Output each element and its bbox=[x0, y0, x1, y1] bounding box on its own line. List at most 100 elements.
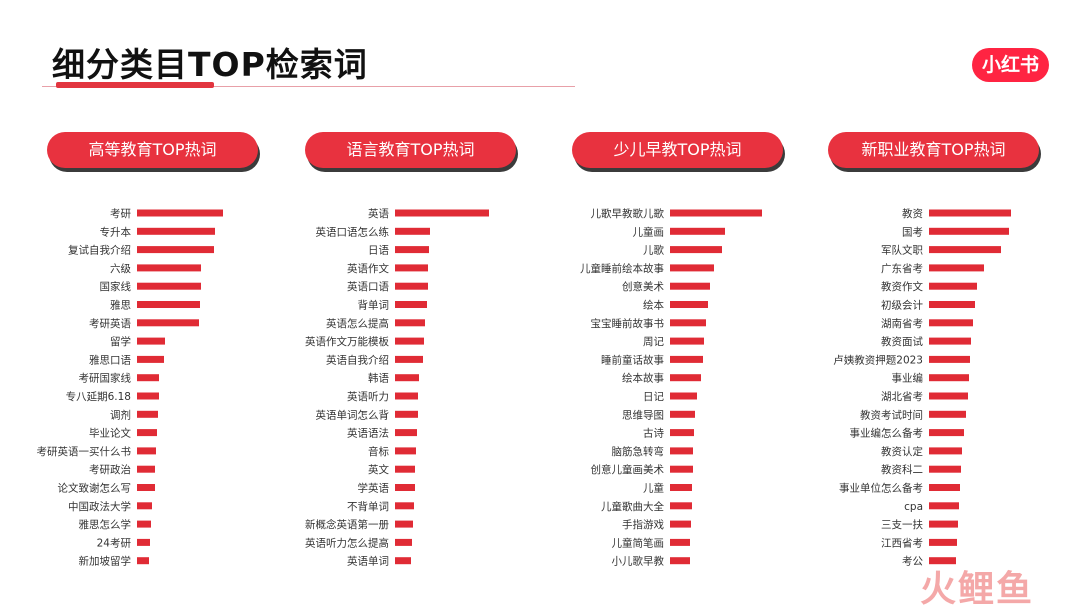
category-label: 创意美术 bbox=[622, 280, 664, 293]
category-label: 专八延期6.18 bbox=[66, 390, 131, 403]
category-label: 教资作文 bbox=[881, 280, 923, 293]
category-label: 儿童歌曲大全 bbox=[601, 500, 664, 513]
category-label: 考研政治 bbox=[89, 463, 131, 476]
category-label: 不背单词 bbox=[347, 500, 389, 513]
bar bbox=[395, 520, 413, 528]
bar bbox=[670, 282, 710, 290]
category-label: 六级 bbox=[110, 263, 131, 275]
category-label: 江西省考 bbox=[881, 536, 923, 549]
bar bbox=[670, 520, 691, 528]
category-label: 睡前童话故事 bbox=[601, 353, 664, 366]
bar bbox=[137, 410, 158, 418]
category-label: 中国政法大学 bbox=[68, 500, 131, 513]
category-label: 调剂 bbox=[110, 408, 131, 421]
bar bbox=[929, 410, 966, 418]
bar bbox=[395, 502, 414, 510]
category-label: 专升本 bbox=[100, 225, 132, 238]
bar bbox=[929, 392, 968, 400]
category-label: 儿歌早教歌儿歌 bbox=[591, 207, 665, 220]
category-label: 英语语法 bbox=[347, 427, 389, 440]
category-label: 考研英语一买什么书 bbox=[37, 445, 132, 458]
panel-title-early-education: 少儿早教TOP热词 bbox=[572, 132, 783, 168]
bar bbox=[929, 264, 984, 272]
category-label: 毕业论文 bbox=[89, 427, 131, 440]
category-label: 考研 bbox=[110, 208, 131, 220]
bar bbox=[395, 410, 418, 418]
category-label: 军队文职 bbox=[881, 244, 923, 257]
category-label: 儿歌 bbox=[643, 244, 664, 257]
category-label: 复试自我介绍 bbox=[68, 244, 131, 257]
category-label: 古诗 bbox=[643, 427, 664, 440]
bar bbox=[670, 447, 693, 455]
bar bbox=[395, 301, 427, 308]
chart-higher-education: 考研专升本复试自我介绍六级国家线雅思考研英语留学雅思口语考研国家线专八延期6.1… bbox=[37, 208, 223, 568]
bar bbox=[929, 557, 956, 565]
bar bbox=[670, 337, 704, 345]
category-label: 英文 bbox=[368, 463, 389, 476]
category-label: 新加坡留学 bbox=[79, 555, 132, 568]
panel-title-language-education: 语言教育TOP热词 bbox=[305, 132, 516, 168]
chart-early-education: 儿歌早教歌儿歌儿童画儿歌儿童睡前绘本故事创意美术绘本宝宝睡前故事书周记睡前童话故… bbox=[580, 207, 762, 568]
bar bbox=[137, 301, 200, 308]
bar bbox=[929, 227, 1009, 235]
panel-title-vocational-education: 新职业教育TOP热词 bbox=[828, 132, 1039, 168]
bar bbox=[395, 282, 428, 290]
bar bbox=[929, 246, 1001, 254]
category-label: 初级会计 bbox=[881, 299, 923, 312]
bar bbox=[929, 282, 977, 290]
bar bbox=[395, 355, 423, 363]
category-label: 事业单位怎么备考 bbox=[839, 482, 923, 495]
category-label: 教资 bbox=[902, 207, 923, 220]
bar bbox=[929, 429, 964, 437]
page-title: 细分类目TOP检索词 bbox=[52, 45, 368, 84]
category-label: 雅思口语 bbox=[89, 353, 131, 366]
category-label: 英语自我介绍 bbox=[326, 353, 389, 366]
bar bbox=[395, 538, 412, 546]
bar bbox=[137, 538, 150, 546]
category-label: 背单词 bbox=[358, 299, 390, 312]
chart-language-education: 英语英语口语怎么练日语英语作文英语口语背单词英语怎么提高英语作文万能模板英语自我… bbox=[305, 207, 489, 568]
bar bbox=[929, 337, 971, 345]
category-label: 24考研 bbox=[97, 537, 132, 549]
bar bbox=[137, 429, 157, 437]
bar bbox=[670, 410, 695, 418]
category-label: 思维导图 bbox=[622, 408, 664, 421]
bar bbox=[395, 429, 417, 437]
category-label: 英语口语 bbox=[347, 280, 389, 293]
bar bbox=[929, 319, 973, 327]
category-label: 雅思 bbox=[110, 299, 131, 312]
category-label: 论文致谢怎么写 bbox=[58, 482, 132, 495]
bar bbox=[670, 355, 703, 363]
bar bbox=[670, 502, 692, 510]
category-label: 周记 bbox=[643, 336, 664, 348]
category-label: 儿童画 bbox=[633, 225, 665, 238]
category-label: 宝宝睡前故事书 bbox=[591, 317, 665, 330]
category-label: 日记 bbox=[643, 391, 664, 403]
category-label: 卢姨教资押题2023 bbox=[833, 353, 923, 366]
bar bbox=[929, 502, 959, 510]
category-label: 教资考试时间 bbox=[860, 408, 923, 421]
category-label: 教资认定 bbox=[881, 445, 923, 458]
category-label: 广东省考 bbox=[881, 262, 923, 275]
category-label: 国考 bbox=[902, 226, 923, 238]
bar bbox=[395, 264, 428, 272]
category-label: 英语口语怎么练 bbox=[316, 225, 390, 238]
bar bbox=[137, 227, 215, 235]
bar bbox=[395, 246, 429, 254]
xiaohongshu-logo: 小红书 bbox=[972, 48, 1049, 82]
category-label: 新概念英语第一册 bbox=[305, 518, 389, 531]
category-label: 三支一扶 bbox=[881, 518, 923, 531]
category-label: 考研国家线 bbox=[79, 372, 132, 385]
category-label: 学英语 bbox=[358, 482, 390, 495]
category-label: 创意儿童画美术 bbox=[591, 463, 665, 476]
category-label: 英语作文万能模板 bbox=[305, 335, 389, 348]
category-label: 小儿歌早教 bbox=[612, 555, 665, 568]
bar bbox=[670, 392, 697, 400]
bar bbox=[137, 337, 165, 345]
bar bbox=[137, 392, 159, 400]
bar bbox=[137, 264, 201, 272]
bar bbox=[395, 392, 418, 400]
bar bbox=[137, 374, 159, 382]
category-label: 韩语 bbox=[368, 372, 389, 385]
